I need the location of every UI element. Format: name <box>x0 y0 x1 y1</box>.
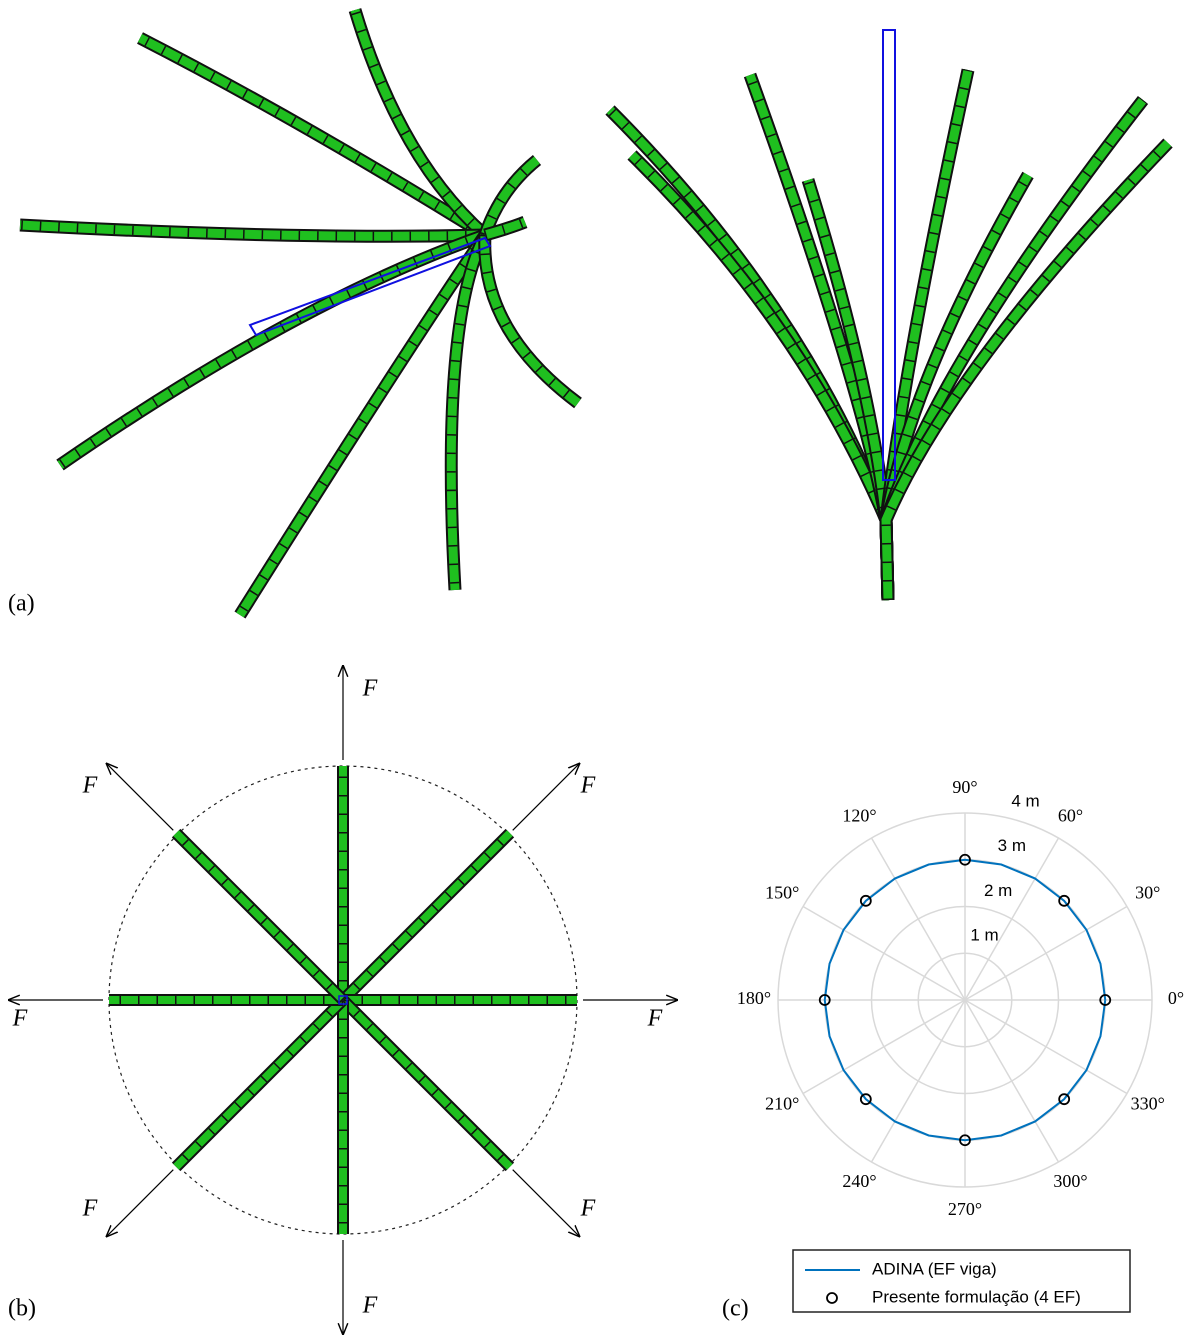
force-arrow <box>107 1170 173 1236</box>
theta-tick-label: 240° <box>842 1171 876 1191</box>
theta-tick-label: 0° <box>1168 988 1184 1008</box>
theta-tick-label: 300° <box>1053 1171 1087 1191</box>
force-label: F <box>362 676 378 702</box>
panel-label: (a) <box>8 591 35 617</box>
force-arrow <box>107 764 173 830</box>
figure: (a) (b) (c) F F F F F F F F 1 m 2 m 3 m 4 m 0° 30° 60°… <box>0 0 1186 1335</box>
theta-tick-label: 210° <box>765 1094 799 1114</box>
theta-tick-label: 120° <box>842 805 876 825</box>
beam-outline <box>60 235 485 465</box>
beam <box>485 235 578 403</box>
force-label: F <box>362 1293 378 1319</box>
legend-label: ADINA (EF viga) <box>872 1259 997 1278</box>
panel-label: (c) <box>722 1296 749 1322</box>
theta-tick-label: 270° <box>948 1199 982 1219</box>
force-label: F <box>580 1196 596 1222</box>
force-label: F <box>580 773 596 799</box>
theta-tick-label: 60° <box>1058 805 1083 825</box>
r-tick-label: 1 m <box>970 926 998 945</box>
legend-label: Presente formulação (4 EF) <box>872 1287 1081 1306</box>
r-tick-label: 2 m <box>984 881 1012 900</box>
beam-outline <box>750 75 888 600</box>
beam <box>60 235 485 465</box>
undeformed-beam <box>883 30 895 480</box>
beam <box>343 833 510 1000</box>
r-tick-label: 3 m <box>998 836 1026 855</box>
theta-tick-label: 330° <box>1131 1094 1165 1114</box>
beam-outline <box>886 100 1143 600</box>
r-tick-label: 4 m <box>1011 792 1039 811</box>
panel-label: (b) <box>8 1296 36 1322</box>
beam <box>176 1000 343 1167</box>
force-label: F <box>82 773 98 799</box>
theta-tick-label: 30° <box>1135 883 1160 903</box>
force-arrow <box>513 1170 579 1236</box>
beam <box>176 833 343 1000</box>
beam <box>343 1000 510 1167</box>
force-label: F <box>647 1006 663 1032</box>
theta-tick-label: 90° <box>952 777 977 797</box>
beam-outline <box>886 70 968 600</box>
force-label: F <box>12 1006 28 1032</box>
beam <box>886 100 1143 600</box>
beam-divisions <box>750 75 888 600</box>
beam <box>750 75 888 600</box>
beam <box>140 38 485 235</box>
beam-divisions <box>886 100 1143 600</box>
force-label: F <box>82 1196 98 1222</box>
force-arrow <box>513 764 579 830</box>
theta-tick-label: 180° <box>737 988 771 1008</box>
beam-divisions <box>60 235 485 465</box>
theta-tick-label: 150° <box>765 883 799 903</box>
